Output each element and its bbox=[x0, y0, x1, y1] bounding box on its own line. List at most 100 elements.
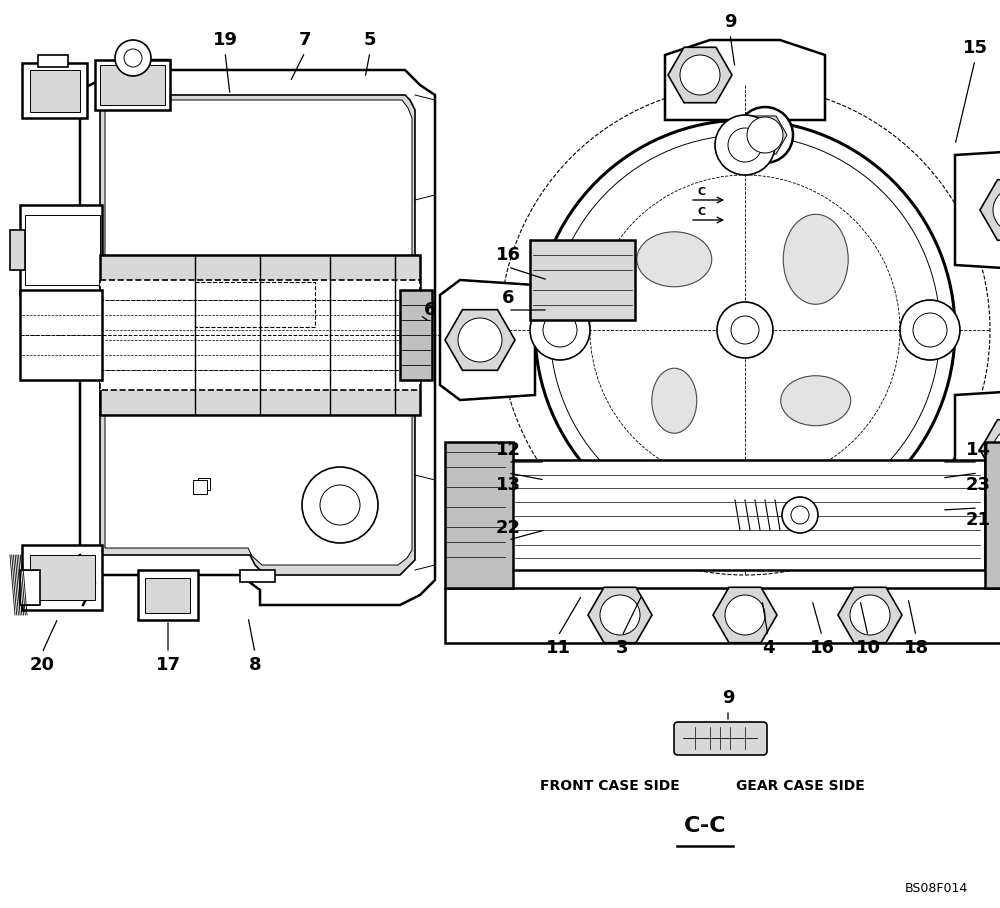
Circle shape bbox=[535, 120, 955, 540]
Text: 22: 22 bbox=[496, 519, 520, 537]
Polygon shape bbox=[668, 47, 732, 103]
Circle shape bbox=[530, 300, 590, 360]
Text: 3: 3 bbox=[616, 639, 628, 657]
Text: 10: 10 bbox=[856, 639, 881, 657]
Circle shape bbox=[728, 128, 762, 162]
Text: 16: 16 bbox=[496, 246, 520, 264]
Bar bbox=[193, 480, 207, 494]
Circle shape bbox=[715, 115, 775, 175]
Polygon shape bbox=[665, 40, 825, 120]
Text: C-C: C-C bbox=[684, 816, 726, 836]
Circle shape bbox=[737, 107, 793, 163]
Bar bbox=[95, 60, 170, 110]
Bar bbox=[445, 442, 513, 588]
Text: 9: 9 bbox=[722, 689, 734, 707]
Polygon shape bbox=[445, 310, 515, 370]
Bar bbox=[20, 570, 40, 605]
Circle shape bbox=[731, 316, 759, 344]
Circle shape bbox=[791, 506, 809, 524]
Circle shape bbox=[782, 497, 818, 533]
Ellipse shape bbox=[637, 232, 712, 287]
Text: 6: 6 bbox=[502, 289, 514, 307]
Text: 16: 16 bbox=[810, 639, 834, 657]
Circle shape bbox=[725, 595, 765, 635]
Text: 7: 7 bbox=[299, 31, 311, 49]
Text: 9: 9 bbox=[724, 13, 736, 31]
Text: C: C bbox=[697, 187, 705, 197]
Polygon shape bbox=[105, 100, 412, 565]
Circle shape bbox=[747, 117, 783, 153]
FancyBboxPatch shape bbox=[674, 722, 767, 755]
Bar bbox=[240, 570, 275, 582]
Circle shape bbox=[728, 498, 762, 532]
Bar bbox=[22, 63, 87, 118]
Circle shape bbox=[900, 300, 960, 360]
Text: C: C bbox=[697, 207, 705, 217]
Bar bbox=[138, 570, 198, 620]
Circle shape bbox=[717, 302, 773, 358]
Text: 21: 21 bbox=[966, 511, 990, 529]
Bar bbox=[100, 280, 420, 390]
Polygon shape bbox=[838, 587, 902, 643]
Circle shape bbox=[993, 188, 1000, 232]
Polygon shape bbox=[980, 180, 1000, 241]
Polygon shape bbox=[80, 60, 435, 605]
Circle shape bbox=[850, 595, 890, 635]
Bar bbox=[38, 55, 68, 67]
Circle shape bbox=[993, 428, 1000, 472]
Bar bbox=[145, 578, 190, 613]
Polygon shape bbox=[980, 419, 1000, 480]
Bar bbox=[20, 205, 102, 295]
Polygon shape bbox=[100, 95, 415, 575]
Text: 6: 6 bbox=[424, 301, 436, 319]
Bar bbox=[198, 478, 210, 490]
Text: 18: 18 bbox=[903, 639, 929, 657]
Text: 19: 19 bbox=[212, 31, 238, 49]
Polygon shape bbox=[743, 116, 787, 154]
Circle shape bbox=[680, 55, 720, 95]
Text: 17: 17 bbox=[156, 656, 180, 674]
Bar bbox=[510, 460, 985, 570]
Circle shape bbox=[715, 485, 775, 545]
Bar bbox=[195, 282, 315, 327]
Polygon shape bbox=[955, 150, 1000, 270]
Bar bbox=[100, 300, 420, 370]
Circle shape bbox=[543, 313, 577, 347]
Circle shape bbox=[913, 313, 947, 347]
Ellipse shape bbox=[781, 376, 851, 426]
Bar bbox=[10, 230, 25, 270]
Text: 12: 12 bbox=[496, 441, 520, 459]
Circle shape bbox=[320, 485, 360, 525]
Polygon shape bbox=[588, 587, 652, 643]
Bar bbox=[22, 545, 102, 610]
Text: FRONT CASE SIDE: FRONT CASE SIDE bbox=[540, 779, 680, 793]
Text: GEAR CASE SIDE: GEAR CASE SIDE bbox=[736, 779, 864, 793]
Ellipse shape bbox=[783, 214, 848, 304]
Bar bbox=[25, 215, 100, 285]
Bar bbox=[30, 555, 95, 600]
Text: 23: 23 bbox=[966, 476, 990, 494]
Text: 11: 11 bbox=[546, 639, 570, 657]
Text: 20: 20 bbox=[30, 656, 54, 674]
Text: 13: 13 bbox=[496, 476, 520, 494]
Text: 8: 8 bbox=[249, 656, 261, 674]
Bar bbox=[400, 290, 432, 380]
Bar bbox=[30, 70, 80, 112]
Bar bbox=[530, 240, 635, 320]
Bar bbox=[100, 255, 420, 415]
Bar bbox=[985, 442, 1000, 588]
Text: 14: 14 bbox=[966, 441, 990, 459]
Text: BS08F014: BS08F014 bbox=[905, 882, 968, 894]
Circle shape bbox=[115, 40, 151, 76]
Bar bbox=[100, 65, 165, 105]
Circle shape bbox=[458, 318, 502, 362]
Text: 15: 15 bbox=[962, 39, 988, 57]
Bar bbox=[445, 588, 1000, 643]
Ellipse shape bbox=[652, 369, 697, 433]
Text: 4: 4 bbox=[762, 639, 774, 657]
Circle shape bbox=[302, 467, 378, 543]
Polygon shape bbox=[713, 587, 777, 643]
Polygon shape bbox=[955, 390, 1000, 510]
Text: 5: 5 bbox=[364, 31, 376, 49]
Circle shape bbox=[124, 49, 142, 67]
